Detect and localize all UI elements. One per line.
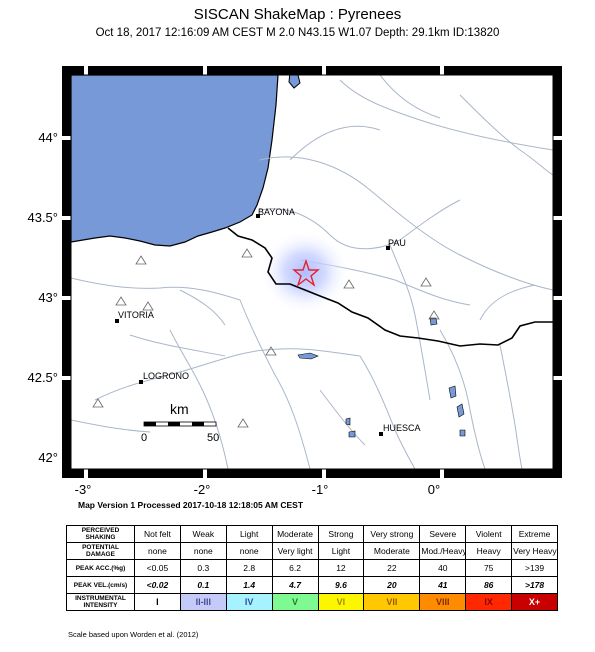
legend-cell: Light [317, 542, 365, 560]
legend-cell: 6.2 [271, 559, 319, 577]
legend-cell: none [179, 542, 227, 560]
scale-bar-unit: km [170, 401, 189, 417]
legend-cell: Very strong [363, 525, 421, 543]
legend-cell: >178 [511, 576, 558, 594]
legend-cell: Mod./Heavy [419, 542, 467, 560]
legend-cell: 20 [363, 576, 421, 594]
lat-label: 43° [38, 290, 58, 305]
city-label-logrono: LOGRONO [143, 371, 189, 381]
lat-label: 43.5° [27, 210, 58, 225]
legend-cell: 0.3 [179, 559, 227, 577]
legend-row-label: INSTRUMENTAL INTENSITY [66, 593, 135, 611]
legend-cell: 75 [465, 559, 513, 577]
lat-label: 42° [38, 450, 58, 465]
legend-cell: <0.05 [134, 559, 181, 577]
legend-cell: I [134, 593, 181, 611]
intensity-legend: PERCEIVED SHAKING Not felt Weak Light Modera… [66, 525, 558, 611]
legend-cell: VIII [419, 593, 467, 611]
star-icon[interactable] [292, 258, 320, 287]
map-title: SISCAN ShakeMap : Pyrenees [193, 6, 402, 23]
triangle-icon [135, 255, 147, 265]
legend-cell: none [134, 542, 181, 560]
legend-cell: X+ [511, 593, 558, 611]
legend-cell: Moderate [271, 525, 319, 543]
legend-cell: V [271, 593, 319, 611]
legend-cell: none [225, 542, 273, 560]
city-label-huesca: HUESCA [383, 423, 421, 433]
legend-cell: Extreme [511, 525, 558, 543]
scale-bar-end: 50 [207, 432, 219, 444]
triangle-icon [92, 398, 104, 408]
coast-islet [288, 75, 301, 89]
shaking-area [260, 230, 350, 314]
legend-cell: Strong [317, 525, 365, 543]
lakes [297, 317, 466, 438]
frame-ticks [62, 66, 562, 478]
triangle-icon [428, 310, 440, 320]
legend-cell: Moderate [363, 542, 421, 560]
legend-cell: VII [363, 593, 421, 611]
city-label-bayona: BAYONA [258, 207, 295, 217]
border-france-spain [227, 227, 553, 347]
legend-row-shake: PERCEIVED SHAKING Not felt Weak Light Modera… [66, 525, 558, 543]
legend-cell: 40 [419, 559, 467, 577]
legend-cell: 2.8 [225, 559, 273, 577]
triangle-icon [241, 248, 253, 258]
legend-cell: 9.6 [317, 576, 365, 594]
legend-cell: VI [317, 593, 365, 611]
scale-bar[interactable]: km 0 50 [141, 401, 219, 444]
scale-note: Scale based upon Worden et al. (2012) [68, 630, 199, 639]
triangle-icon [237, 418, 249, 428]
legend-row-damage: POTENTIAL DAMAGE none none none Very light Li… [66, 542, 558, 560]
legend-row-label: PERCEIVED SHAKING [66, 525, 135, 543]
lon-label: -1° [312, 482, 329, 497]
legend-row-label: POTENTIAL DAMAGE [66, 542, 135, 560]
triangle-icon [115, 296, 127, 306]
seismic-stations [92, 248, 440, 428]
legend-cell: 86 [465, 576, 513, 594]
legend-cell: Very Heavy [511, 542, 558, 560]
legend-row-label: PEAK VEL.(cm/s) [66, 576, 135, 594]
legend-row-vel: PEAK VEL.(cm/s) <0.02 0.1 1.4 4.7 9.6 20 41 86 >1… [66, 576, 558, 594]
legend-cell: 0.1 [179, 576, 227, 594]
legend-cell: IX [465, 593, 513, 611]
legend-cell: 4.7 [271, 576, 319, 594]
lat-label: 44° [38, 130, 58, 145]
legend-row-label: PEAK ACC.(%g) [66, 559, 135, 577]
legend-cell: Weak [179, 525, 227, 543]
processed-note: Map Version 1 Processed 2017-10-18 12:18… [78, 500, 304, 510]
event-details: Oct 18, 2017 12:16:09 AM CEST M 2.0 N43.… [95, 27, 500, 39]
city-label-vitoria: VITORIA [118, 310, 154, 320]
lon-label: -3° [75, 482, 92, 497]
legend-cell: Severe [419, 525, 467, 543]
triangle-icon [343, 279, 355, 289]
legend-cell: Violent [465, 525, 513, 543]
legend-cell: >139 [511, 559, 558, 577]
city-label-pau: PAU [388, 238, 406, 248]
lat-label: 42.5° [27, 370, 58, 385]
scale-bar-start: 0 [141, 432, 147, 444]
lon-label: -2° [194, 482, 211, 497]
triangle-icon [142, 301, 154, 311]
legend-cell: Light [225, 525, 273, 543]
legend-cell: Very light [271, 542, 319, 560]
lon-label: 0° [428, 482, 440, 497]
map-frame-inner [70, 74, 554, 470]
legend-cell: 1.4 [225, 576, 273, 594]
legend-cell: Not felt [134, 525, 181, 543]
triangle-icon [420, 277, 432, 287]
legend-cell: 41 [419, 576, 467, 594]
sea [71, 75, 279, 247]
legend-row-intens: INSTRUMENTAL INTENSITY I II-III IV V VI VII VII… [66, 593, 558, 611]
cities [115, 214, 390, 436]
legend-cell: II-III [179, 593, 227, 611]
legend-cell: Heavy [465, 542, 513, 560]
legend-cell: 22 [363, 559, 421, 577]
legend-cell: IV [225, 593, 273, 611]
shakemap[interactable]: BAYONA PAU VITORIA LOGRONO HUESCA km 0 5… [0, 0, 595, 520]
triangle-icon [265, 346, 277, 356]
legend-cell: <0.02 [134, 576, 181, 594]
legend-cell: 12 [317, 559, 365, 577]
legend-row-acc: PEAK ACC.(%g) <0.05 0.3 2.8 6.2 12 22 40 75 >139 [66, 559, 558, 577]
